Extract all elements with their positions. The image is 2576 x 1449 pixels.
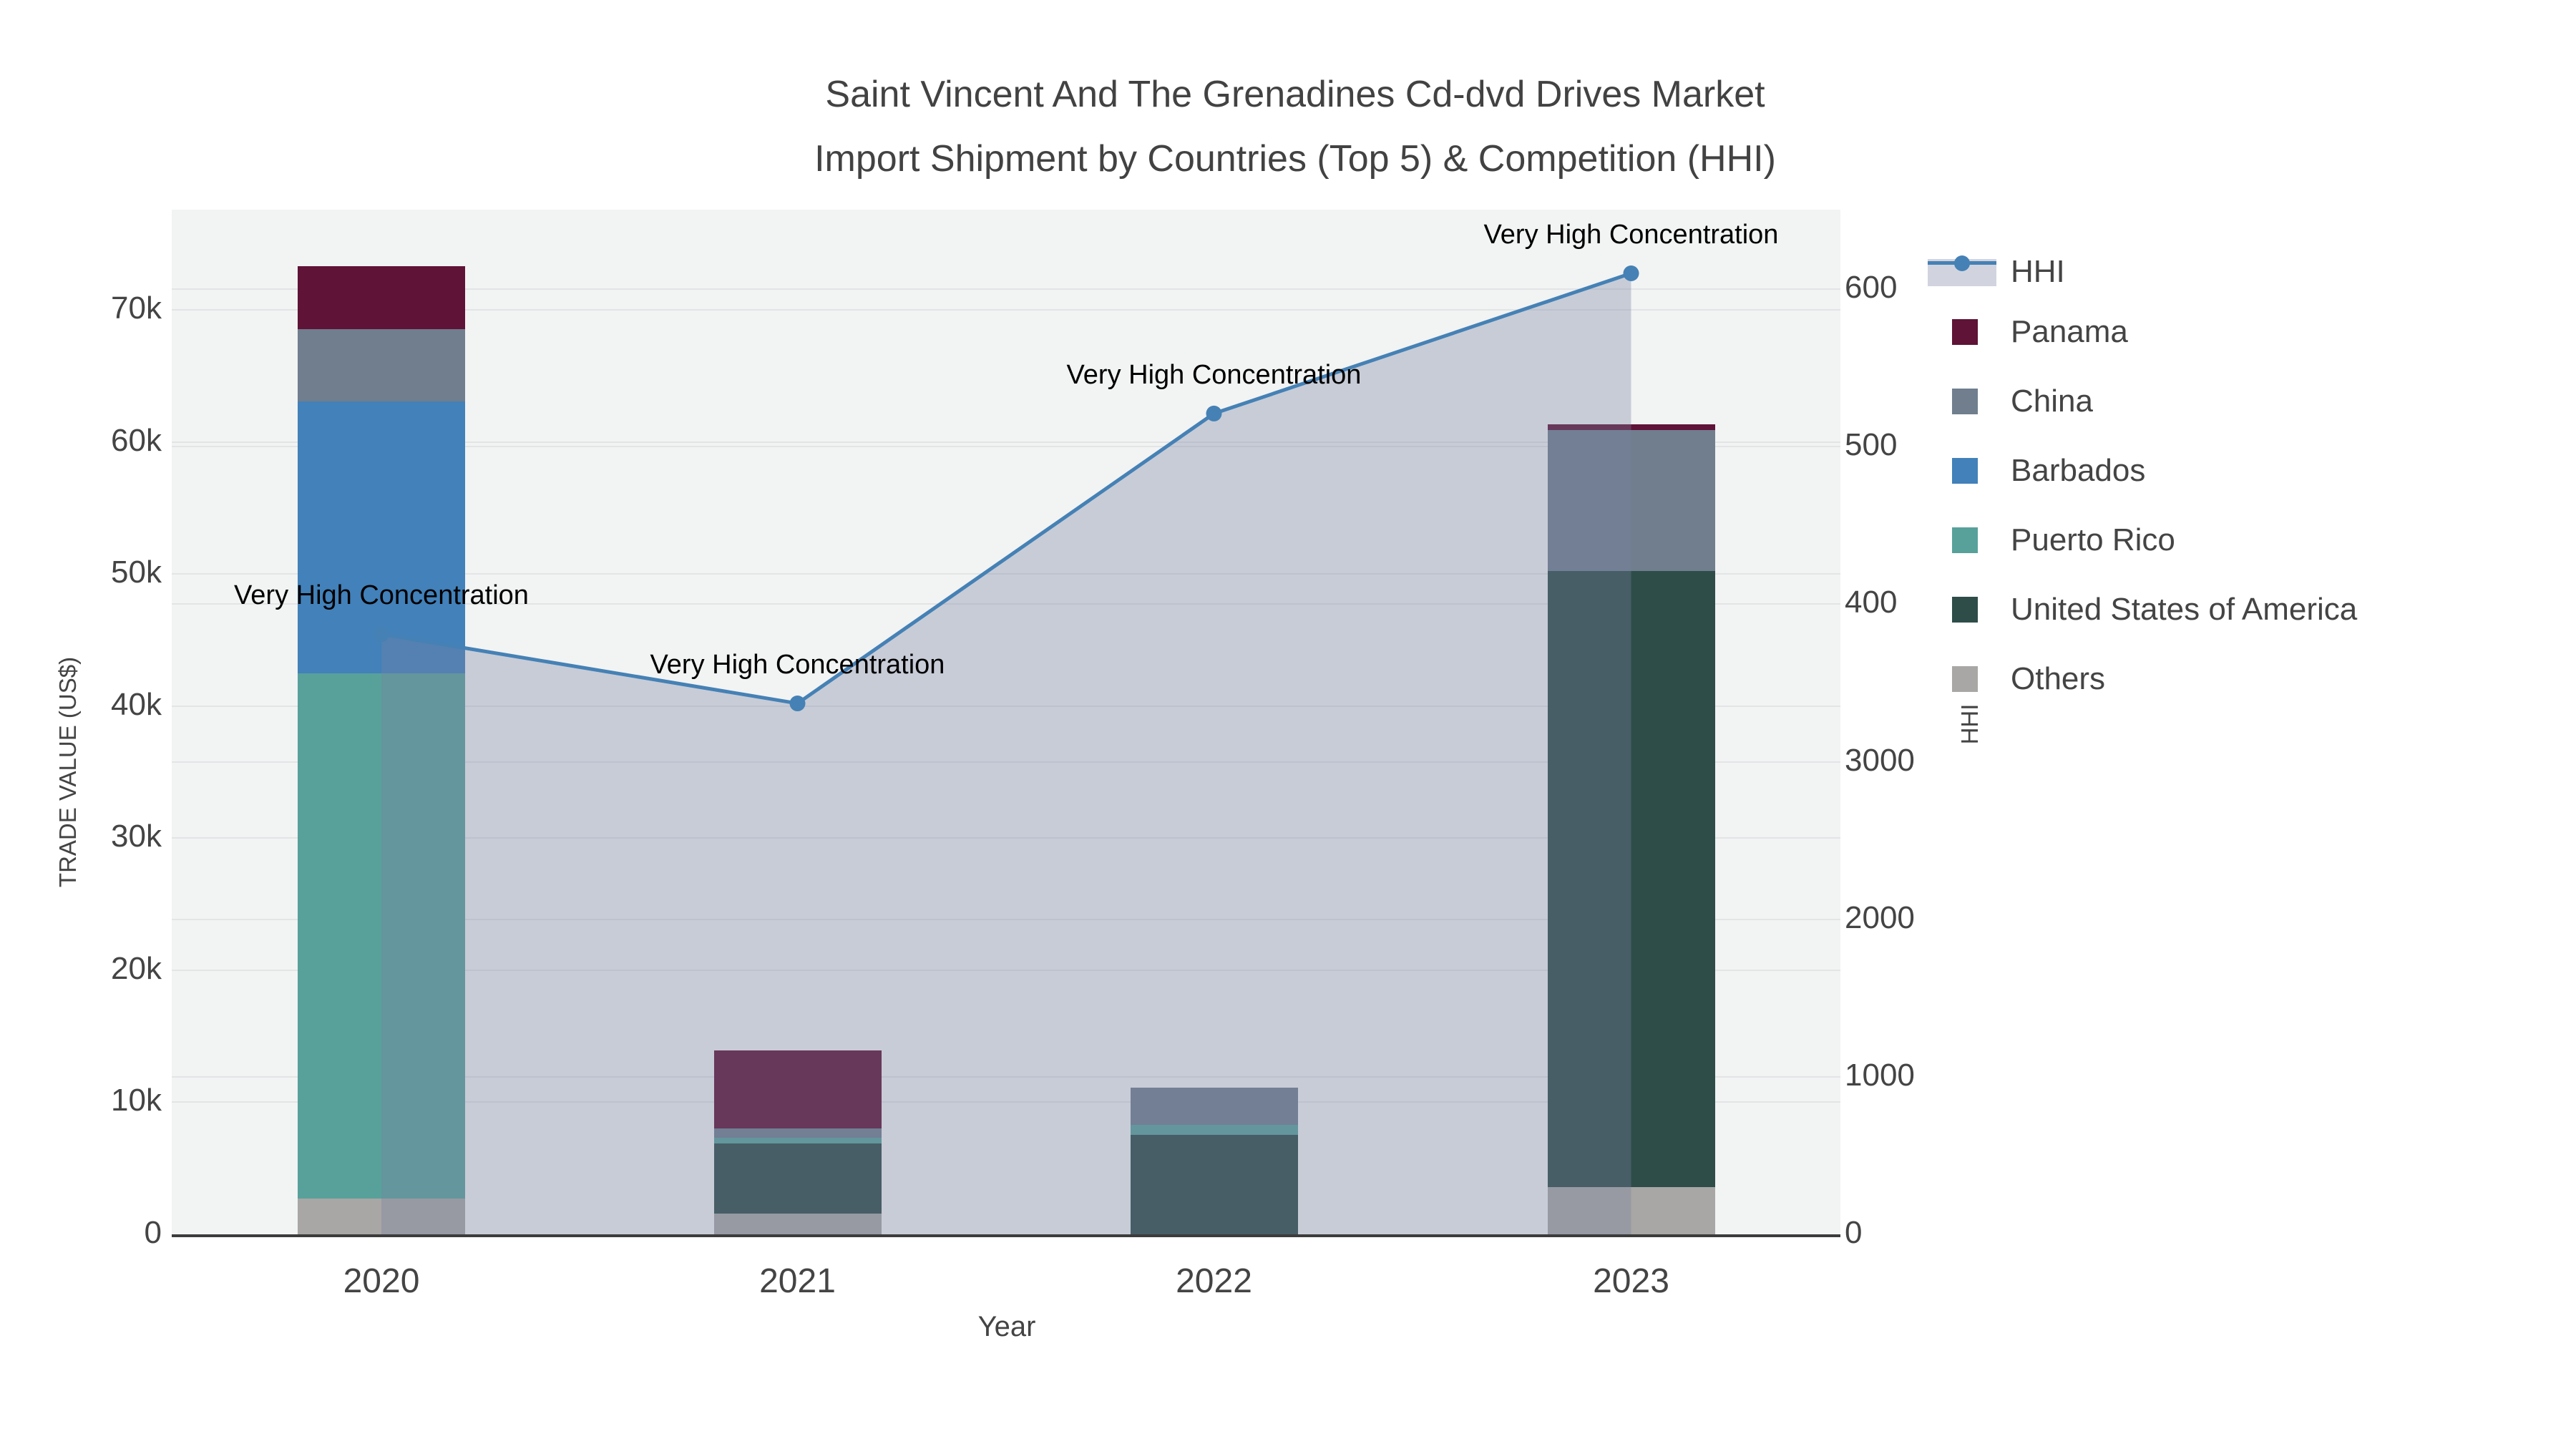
bar-segment-2020-puerto-rico[interactable] [298, 673, 465, 1199]
bar-segment-2020-china[interactable] [298, 329, 465, 402]
x-tick-2020: 2020 [343, 1262, 420, 1300]
x-axis-title: Year [977, 1311, 1036, 1342]
legend-label: Puerto Rico [2011, 522, 2175, 557]
legend-color-swatch-icon [1952, 527, 1978, 553]
y-right-tick-3000: 3000 [1845, 742, 1915, 778]
chart-title-line2: Import Shipment by Countries (Top 5) & C… [814, 138, 1776, 180]
bar-segment-2020-others[interactable] [298, 1198, 465, 1234]
y-right-tick-1000: 1000 [1845, 1057, 1915, 1093]
y-left-tick-10k: 10k [111, 1083, 162, 1118]
bar-segment-2021-others[interactable] [713, 1214, 882, 1234]
y-left-tick-60k: 60k [111, 422, 162, 458]
y-right-tick-400: 400 [1845, 585, 1898, 620]
y-axis-title-left: TRADE VALUE (US$) [54, 656, 81, 888]
x-tick-2023: 2023 [1593, 1262, 1669, 1300]
legend-color-swatch-icon [1952, 597, 1978, 623]
bar-segment-2020-panama[interactable] [298, 265, 465, 330]
bar-segment-2023-panama[interactable] [1547, 424, 1715, 431]
legend-label: Others [2011, 661, 2106, 696]
x-tick-2022: 2022 [1176, 1262, 1252, 1300]
y-right-tick-0: 0 [1845, 1215, 1863, 1250]
legend-color-swatch-icon [1952, 666, 1978, 692]
bar-segment-2022-united-states-of-america[interactable] [1130, 1135, 1298, 1234]
bar-segment-2022-china[interactable] [1130, 1087, 1298, 1125]
gridline-right-1000 [172, 1075, 1840, 1078]
bar-segment-2022-puerto-rico[interactable] [1130, 1124, 1298, 1135]
bar-segment-2023-china[interactable] [1547, 430, 1715, 572]
legend-label: Barbados [2011, 453, 2146, 488]
gridline-left-20k [172, 969, 1840, 971]
annotation-2022: Very High Concentration [1066, 359, 1362, 390]
legend-label: China [2011, 384, 2093, 419]
y-left-tick-30k: 30k [111, 819, 162, 854]
x-axis-line [172, 1234, 1840, 1237]
bar-segment-2021-panama[interactable] [713, 1050, 882, 1129]
bar-segment-2023-united-states-of-america[interactable] [1547, 571, 1715, 1187]
y-right-tick-600: 600 [1845, 270, 1898, 305]
bar-segment-2021-puerto-rico[interactable] [713, 1138, 882, 1143]
gridline-left-30k [172, 837, 1840, 839]
bar-segment-2021-china[interactable] [713, 1128, 882, 1138]
y-left-tick-0: 0 [144, 1215, 162, 1250]
y-left-tick-40k: 40k [111, 686, 162, 722]
bar-segment-2020-barbados[interactable] [298, 401, 465, 674]
chart-title-line1: Saint Vincent And The Grenadines Cd-dvd … [825, 74, 1765, 115]
y-left-tick-20k: 20k [111, 950, 162, 986]
gridline-left-10k [172, 1101, 1840, 1103]
legend-color-swatch-icon [1952, 319, 1978, 345]
y-axis-title-right: HHI [1956, 703, 1983, 745]
hhi-legend-marker-icon [1954, 255, 1970, 271]
bar-segment-2023-others[interactable] [1547, 1186, 1715, 1234]
bar-segment-2021-united-states-of-america[interactable] [713, 1143, 882, 1214]
y-right-tick-500: 500 [1845, 427, 1898, 463]
y-left-tick-70k: 70k [111, 291, 162, 326]
legend-label: United States of America [2011, 592, 2358, 627]
legend-color-swatch-icon [1952, 389, 1978, 414]
y-right-tick-2000: 2000 [1845, 899, 1915, 935]
legend-label: Panama [2011, 314, 2128, 349]
gridline-left-40k [172, 705, 1840, 707]
annotation-2023: Very High Concentration [1483, 219, 1779, 250]
x-tick-2021: 2021 [759, 1262, 836, 1300]
annotation-2020: Very High Concentration [234, 580, 529, 611]
annotation-2021: Very High Concentration [650, 650, 945, 680]
legend-label: HHI [2011, 254, 2065, 289]
y-left-tick-50k: 50k [111, 555, 162, 590]
gridline-right-2000 [172, 918, 1840, 920]
legend-color-swatch-icon [1952, 458, 1978, 484]
gridline-right-3000 [172, 761, 1840, 763]
